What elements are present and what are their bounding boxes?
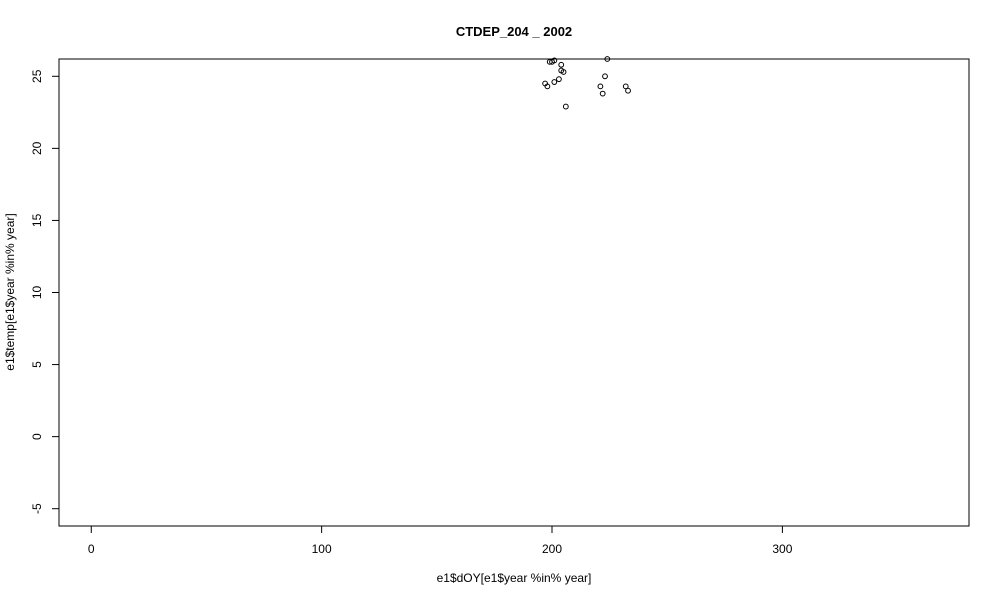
data-point xyxy=(562,103,569,110)
data-points xyxy=(542,56,631,110)
x-tick-label: 300 xyxy=(772,542,792,556)
y-tick-label: 15 xyxy=(30,213,44,227)
data-point xyxy=(544,83,551,90)
data-point xyxy=(551,79,558,85)
data-point xyxy=(558,61,565,68)
y-tick-label: 0 xyxy=(30,433,44,440)
data-point xyxy=(597,83,604,90)
data-point xyxy=(604,56,611,62)
x-axis: 0 100 200 300 xyxy=(88,525,793,556)
plot-frame xyxy=(58,58,970,527)
y-axis: -5 0 5 10 15 20 25 xyxy=(30,69,60,514)
data-point xyxy=(551,57,558,64)
x-tick-label: 200 xyxy=(542,542,562,556)
data-point xyxy=(622,83,629,90)
x-tick-label: 100 xyxy=(312,542,332,556)
data-point xyxy=(599,90,606,97)
y-tick-label: 20 xyxy=(30,141,44,155)
chart-title: CTDEP_204 _ 2002 xyxy=(456,24,572,39)
y-tick-label: 5 xyxy=(30,361,44,368)
y-tick-label: 25 xyxy=(30,69,44,83)
y-axis-label: e1$temp[e1$year %in% year] xyxy=(3,213,17,370)
y-tick-label: 10 xyxy=(30,286,44,300)
x-axis-label: e1$dOY[e1$year %in% year] xyxy=(437,571,592,585)
y-tick-label: -5 xyxy=(30,503,44,514)
data-point xyxy=(556,76,562,83)
data-point xyxy=(560,69,567,75)
data-point xyxy=(602,73,608,80)
x-tick-label: 0 xyxy=(88,542,95,556)
data-point xyxy=(625,87,631,94)
